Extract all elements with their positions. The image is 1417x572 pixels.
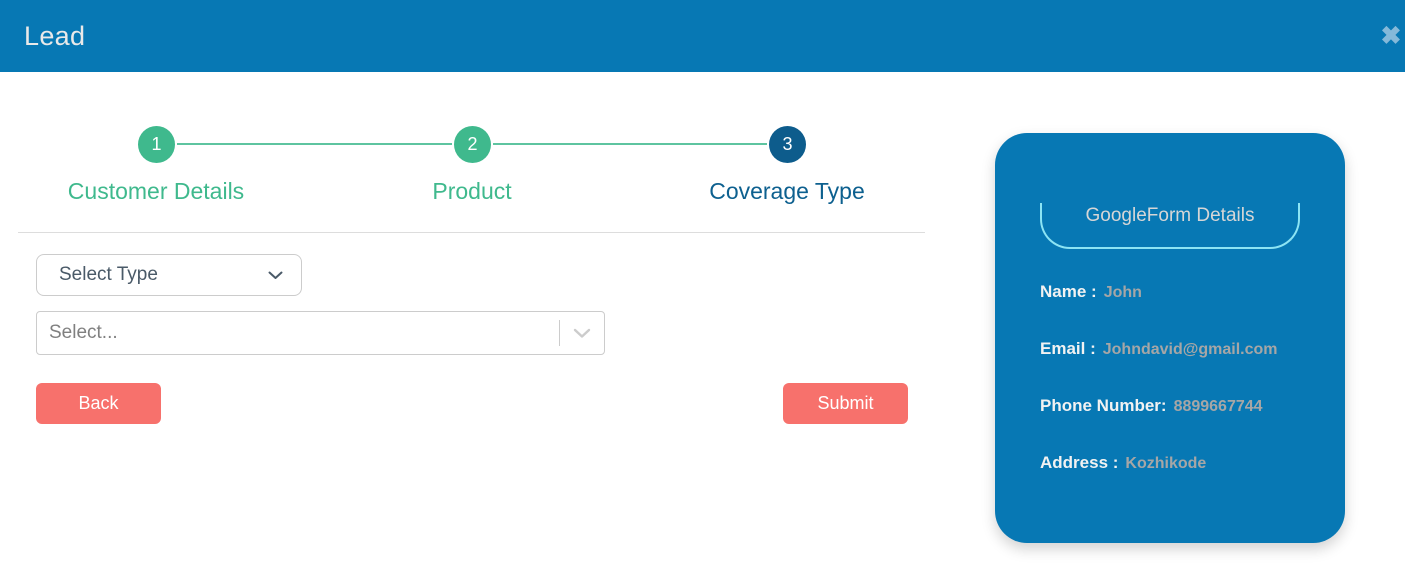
field-label: Phone Number: [1040, 396, 1167, 415]
field-row-email: Email : Johndavid@gmail.com [1040, 339, 1345, 359]
field-value: Johndavid@gmail.com [1102, 341, 1278, 358]
googleform-details-card: GoogleForm Details Name : John Email : Joh… [995, 133, 1345, 543]
coverage-option-select[interactable]: Select... [36, 311, 605, 355]
step-2-label: Product [432, 178, 512, 204]
section-divider [18, 232, 925, 233]
chevron-down-icon [268, 271, 283, 280]
step-1-label: Customer Details [67, 178, 245, 204]
field-row-phone: Phone Number: 8899667744 [1040, 396, 1345, 416]
back-button[interactable]: Back [36, 383, 161, 424]
card-title: GoogleForm Details [1085, 205, 1255, 226]
coverage-option-placeholder: Select... [49, 322, 118, 343]
field-row-name: Name : John [1040, 282, 1345, 302]
step-1-indicator: 1 [138, 126, 175, 163]
page-title: Lead [24, 21, 86, 51]
submit-button[interactable]: Submit [783, 383, 908, 424]
chevron-down-icon[interactable] [560, 328, 604, 339]
card-title-underline: GoogleForm Details [1040, 203, 1300, 249]
field-value: John [1103, 284, 1142, 301]
step-3-label: Coverage Type [709, 178, 865, 204]
coverage-type-select-value: Select Type [59, 264, 158, 285]
coverage-type-select[interactable]: Select Type [36, 254, 302, 296]
step-3-indicator: 3 [769, 126, 806, 163]
field-value: 8899667744 [1173, 398, 1263, 415]
step-connector-2-3 [493, 143, 767, 145]
step-2-indicator: 2 [454, 126, 491, 163]
field-row-address: Address : Kozhikode [1040, 453, 1345, 473]
step-connector-1-2 [177, 143, 452, 145]
field-label: Address : [1040, 453, 1119, 472]
field-label: Email : [1040, 339, 1096, 358]
card-fields: Name : John Email : Johndavid@gmail.com Ph… [1040, 282, 1345, 473]
field-value: Kozhikode [1125, 455, 1207, 472]
close-icon[interactable]: ✖ [1380, 22, 1402, 50]
select-indicator-separator [559, 320, 560, 346]
field-label: Name : [1040, 282, 1097, 301]
modal-header: Lead ✖ [0, 0, 1405, 72]
